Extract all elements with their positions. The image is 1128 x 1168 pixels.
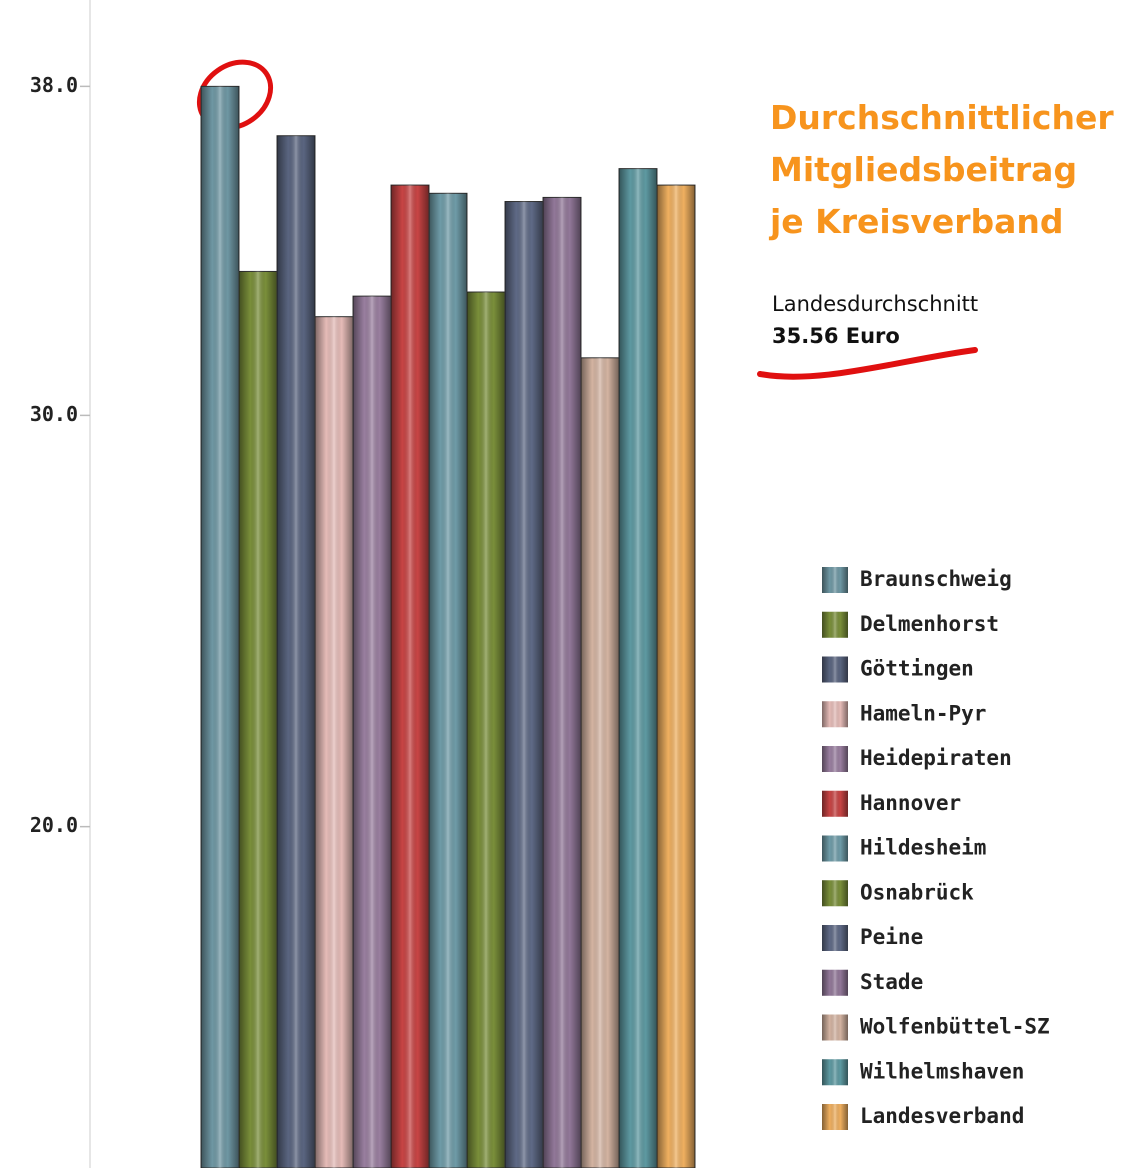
- legend-swatch-shading: [822, 1014, 848, 1041]
- annotation: 35.56 Euro: [772, 324, 900, 348]
- annotation: Landesdurchschnitt: [772, 292, 979, 316]
- legend-swatch-shading: [822, 790, 848, 817]
- legend-swatch-shading: [822, 611, 848, 638]
- legend-label: Hameln-Pyr: [860, 701, 986, 725]
- legend-swatch-shading: [822, 656, 848, 683]
- legend-label: Delmenhorst: [860, 612, 999, 636]
- legend-label: Braunschweig: [860, 567, 1012, 591]
- bar: [352, 295, 392, 1168]
- legend-label: Landesverband: [860, 1104, 1024, 1128]
- legend-label: Hannover: [860, 791, 961, 815]
- y-tick-label: 20.0: [30, 813, 78, 837]
- bar: [390, 184, 430, 1168]
- y-tick-label: 30.0: [30, 402, 78, 426]
- legend-swatch-shading: [822, 1104, 848, 1130]
- legend-label: Peine: [860, 925, 923, 949]
- legend-label: Wolfenbüttel-SZ: [860, 1015, 1050, 1039]
- legend-label: Hildesheim: [860, 836, 986, 860]
- bar: [656, 184, 696, 1168]
- legend-label: Wilhelmshaven: [860, 1059, 1024, 1083]
- chart-title: Durchschnittlicher Mitgliedsbeitrag je K…: [770, 98, 1114, 241]
- bar: [428, 192, 468, 1168]
- legend-label: Osnabrück: [860, 880, 974, 904]
- bar: [618, 168, 658, 1168]
- bar: [580, 357, 620, 1168]
- bar: [466, 291, 506, 1168]
- legend-swatch-shading: [822, 567, 848, 593]
- bar: [200, 85, 240, 1168]
- legend-swatch-shading: [822, 969, 848, 996]
- legend-swatch-shading: [822, 880, 848, 907]
- bar: [542, 196, 582, 1168]
- bar: [504, 201, 544, 1168]
- legend-swatch-shading: [822, 701, 848, 728]
- legend-label: Stade: [860, 970, 923, 994]
- legend-label: Heidepiraten: [860, 746, 1012, 770]
- y-tick-label: 38.0: [30, 73, 78, 97]
- legend-label: Göttingen: [860, 657, 974, 681]
- bar: [276, 135, 316, 1168]
- legend-swatch-shading: [822, 835, 848, 862]
- highlight-underline: [757, 347, 978, 380]
- bar: [314, 316, 354, 1168]
- annotation-box: Landesdurchschnitt 35.56 Euro: [772, 288, 978, 352]
- legend-swatch-shading: [822, 746, 848, 772]
- legend-swatch-shading: [822, 1059, 848, 1086]
- bar: [238, 270, 278, 1168]
- legend-swatch-shading: [822, 925, 848, 951]
